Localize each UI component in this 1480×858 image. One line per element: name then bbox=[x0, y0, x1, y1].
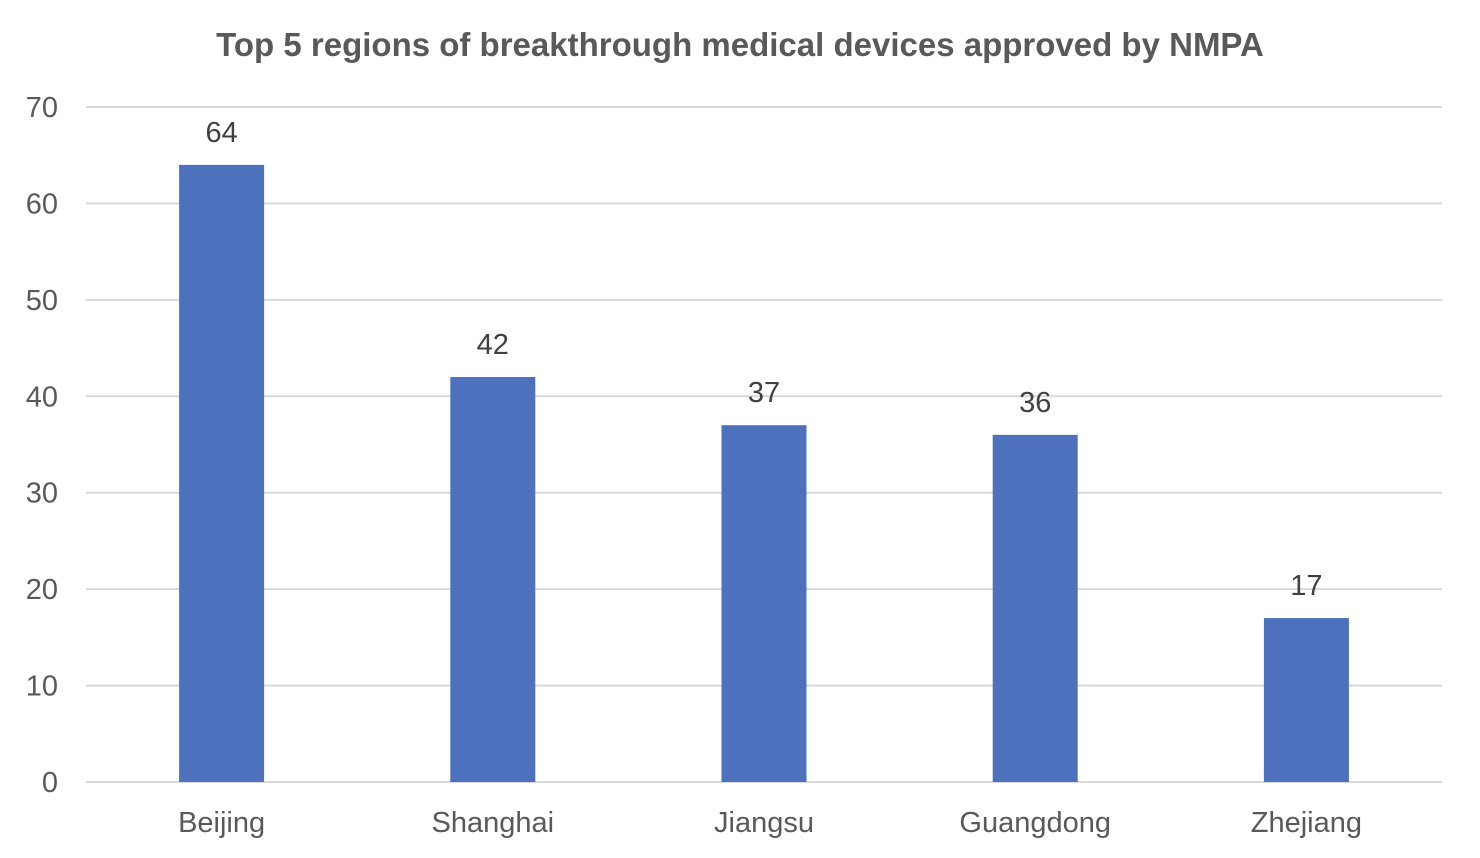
x-category-label: Beijing bbox=[178, 807, 265, 839]
x-category-label: Jiangsu bbox=[714, 807, 814, 839]
bar-shanghai bbox=[450, 377, 536, 782]
x-category-label: Guangdong bbox=[959, 807, 1111, 839]
data-label-beijing: 64 bbox=[205, 117, 237, 149]
y-axis-tick-labels: 0 10 20 30 40 50 60 70 bbox=[26, 92, 58, 799]
bars bbox=[179, 164, 1349, 782]
bar-beijing bbox=[179, 164, 265, 782]
y-tick-label: 40 bbox=[26, 381, 58, 413]
y-tick-label: 30 bbox=[26, 478, 58, 510]
data-label-jiangsu: 37 bbox=[748, 377, 780, 409]
data-label-shanghai: 42 bbox=[477, 329, 509, 361]
data-label-guangdong: 36 bbox=[1019, 387, 1051, 419]
y-tick-label: 70 bbox=[26, 92, 58, 124]
bar-guangdong bbox=[992, 434, 1078, 782]
data-label-zhejiang: 17 bbox=[1290, 570, 1322, 602]
x-category-label: Zhejiang bbox=[1251, 807, 1362, 839]
y-tick-label: 10 bbox=[26, 671, 58, 703]
x-axis-category-labels: Beijing Shanghai Jiangsu Guangdong Zhejiang bbox=[178, 807, 1362, 839]
x-category-label: Shanghai bbox=[432, 807, 555, 839]
y-tick-label: 60 bbox=[26, 188, 58, 220]
bar-zhejiang bbox=[1263, 618, 1349, 782]
y-tick-label: 50 bbox=[26, 285, 58, 317]
data-labels: 64 42 37 36 17 bbox=[205, 117, 1322, 602]
bar-jiangsu bbox=[721, 425, 807, 782]
y-tick-label: 0 bbox=[42, 767, 58, 799]
chart-title: Top 5 regions of breakthrough medical de… bbox=[216, 26, 1264, 63]
y-tick-label: 20 bbox=[26, 574, 58, 606]
